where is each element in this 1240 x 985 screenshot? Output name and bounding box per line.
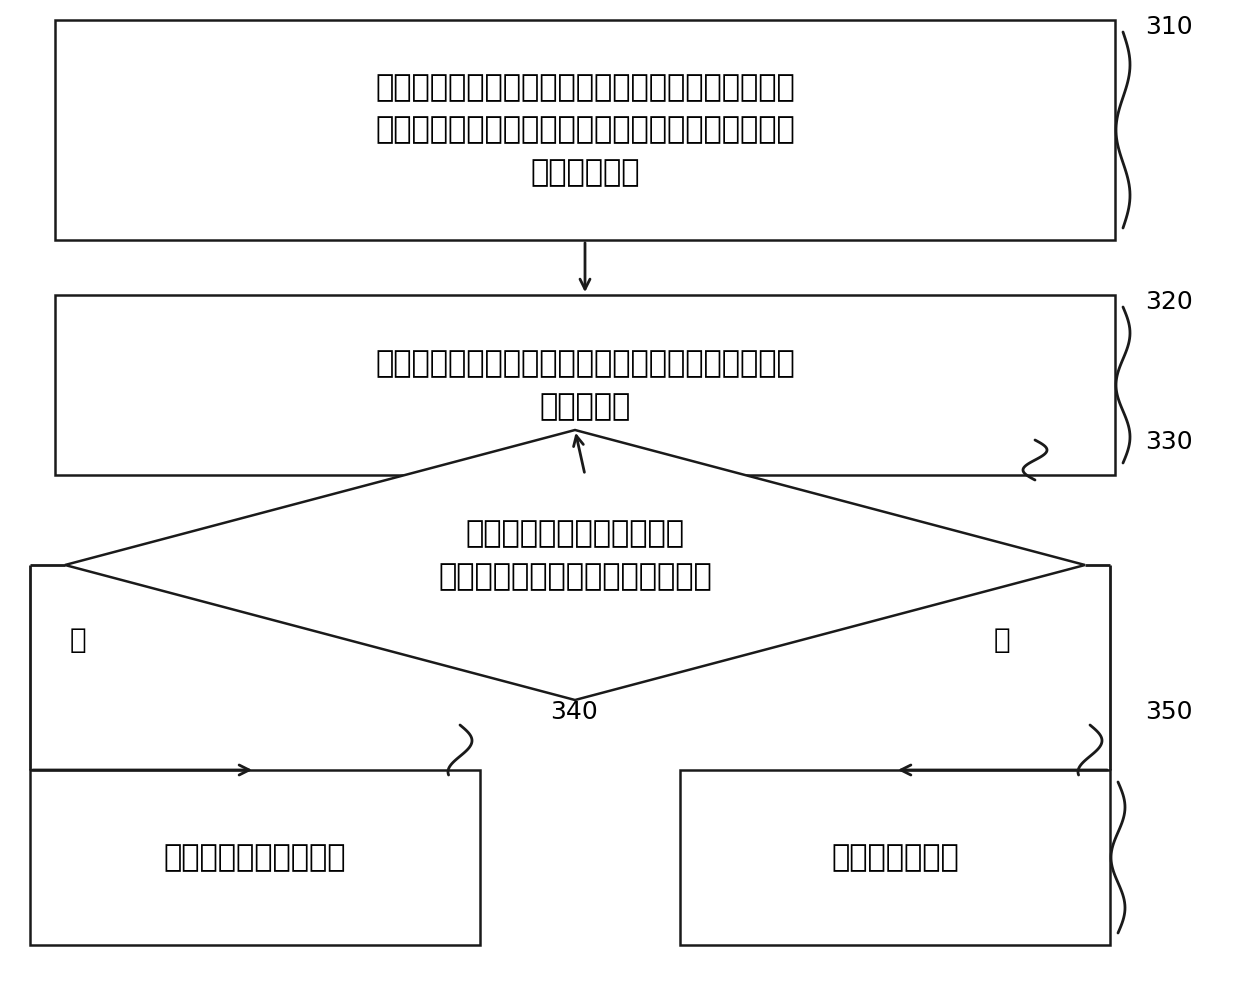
Text: 机器人沿运动路径运行: 机器人沿运动路径运行 [164, 843, 346, 872]
Text: 330: 330 [1145, 430, 1193, 454]
Text: 320: 320 [1145, 290, 1193, 314]
Text: 350: 350 [1145, 700, 1193, 724]
Bar [55, 20, 1115, 240]
Text: 否: 否 [993, 626, 1011, 654]
Bar [680, 770, 1110, 945]
Text: 机器人将自身位置信息发送至中央服务器，以便中央
服务器根据各机器人发送的位置信息确定当前仓库内
航道占用情况: 机器人将自身位置信息发送至中央服务器，以便中央 服务器根据各机器人发送的位置信息… [376, 73, 795, 187]
Bar [55, 295, 1115, 475]
Text: 机器人每隔预定时间向中央服务器预约期望时间内自
身运动路径: 机器人每隔预定时间向中央服务器预约期望时间内自 身运动路径 [376, 349, 795, 421]
Bar [30, 770, 480, 945]
Polygon shape [64, 430, 1085, 700]
Text: 340: 340 [551, 700, 598, 724]
Text: 机器人停止运行: 机器人停止运行 [831, 843, 959, 872]
Text: 是: 是 [69, 626, 87, 654]
Text: 310: 310 [1145, 15, 1193, 39]
Text: 机器人接收中央服务器回复
的消息，判断是否为预约成功消息: 机器人接收中央服务器回复 的消息，判断是否为预约成功消息 [438, 519, 712, 591]
